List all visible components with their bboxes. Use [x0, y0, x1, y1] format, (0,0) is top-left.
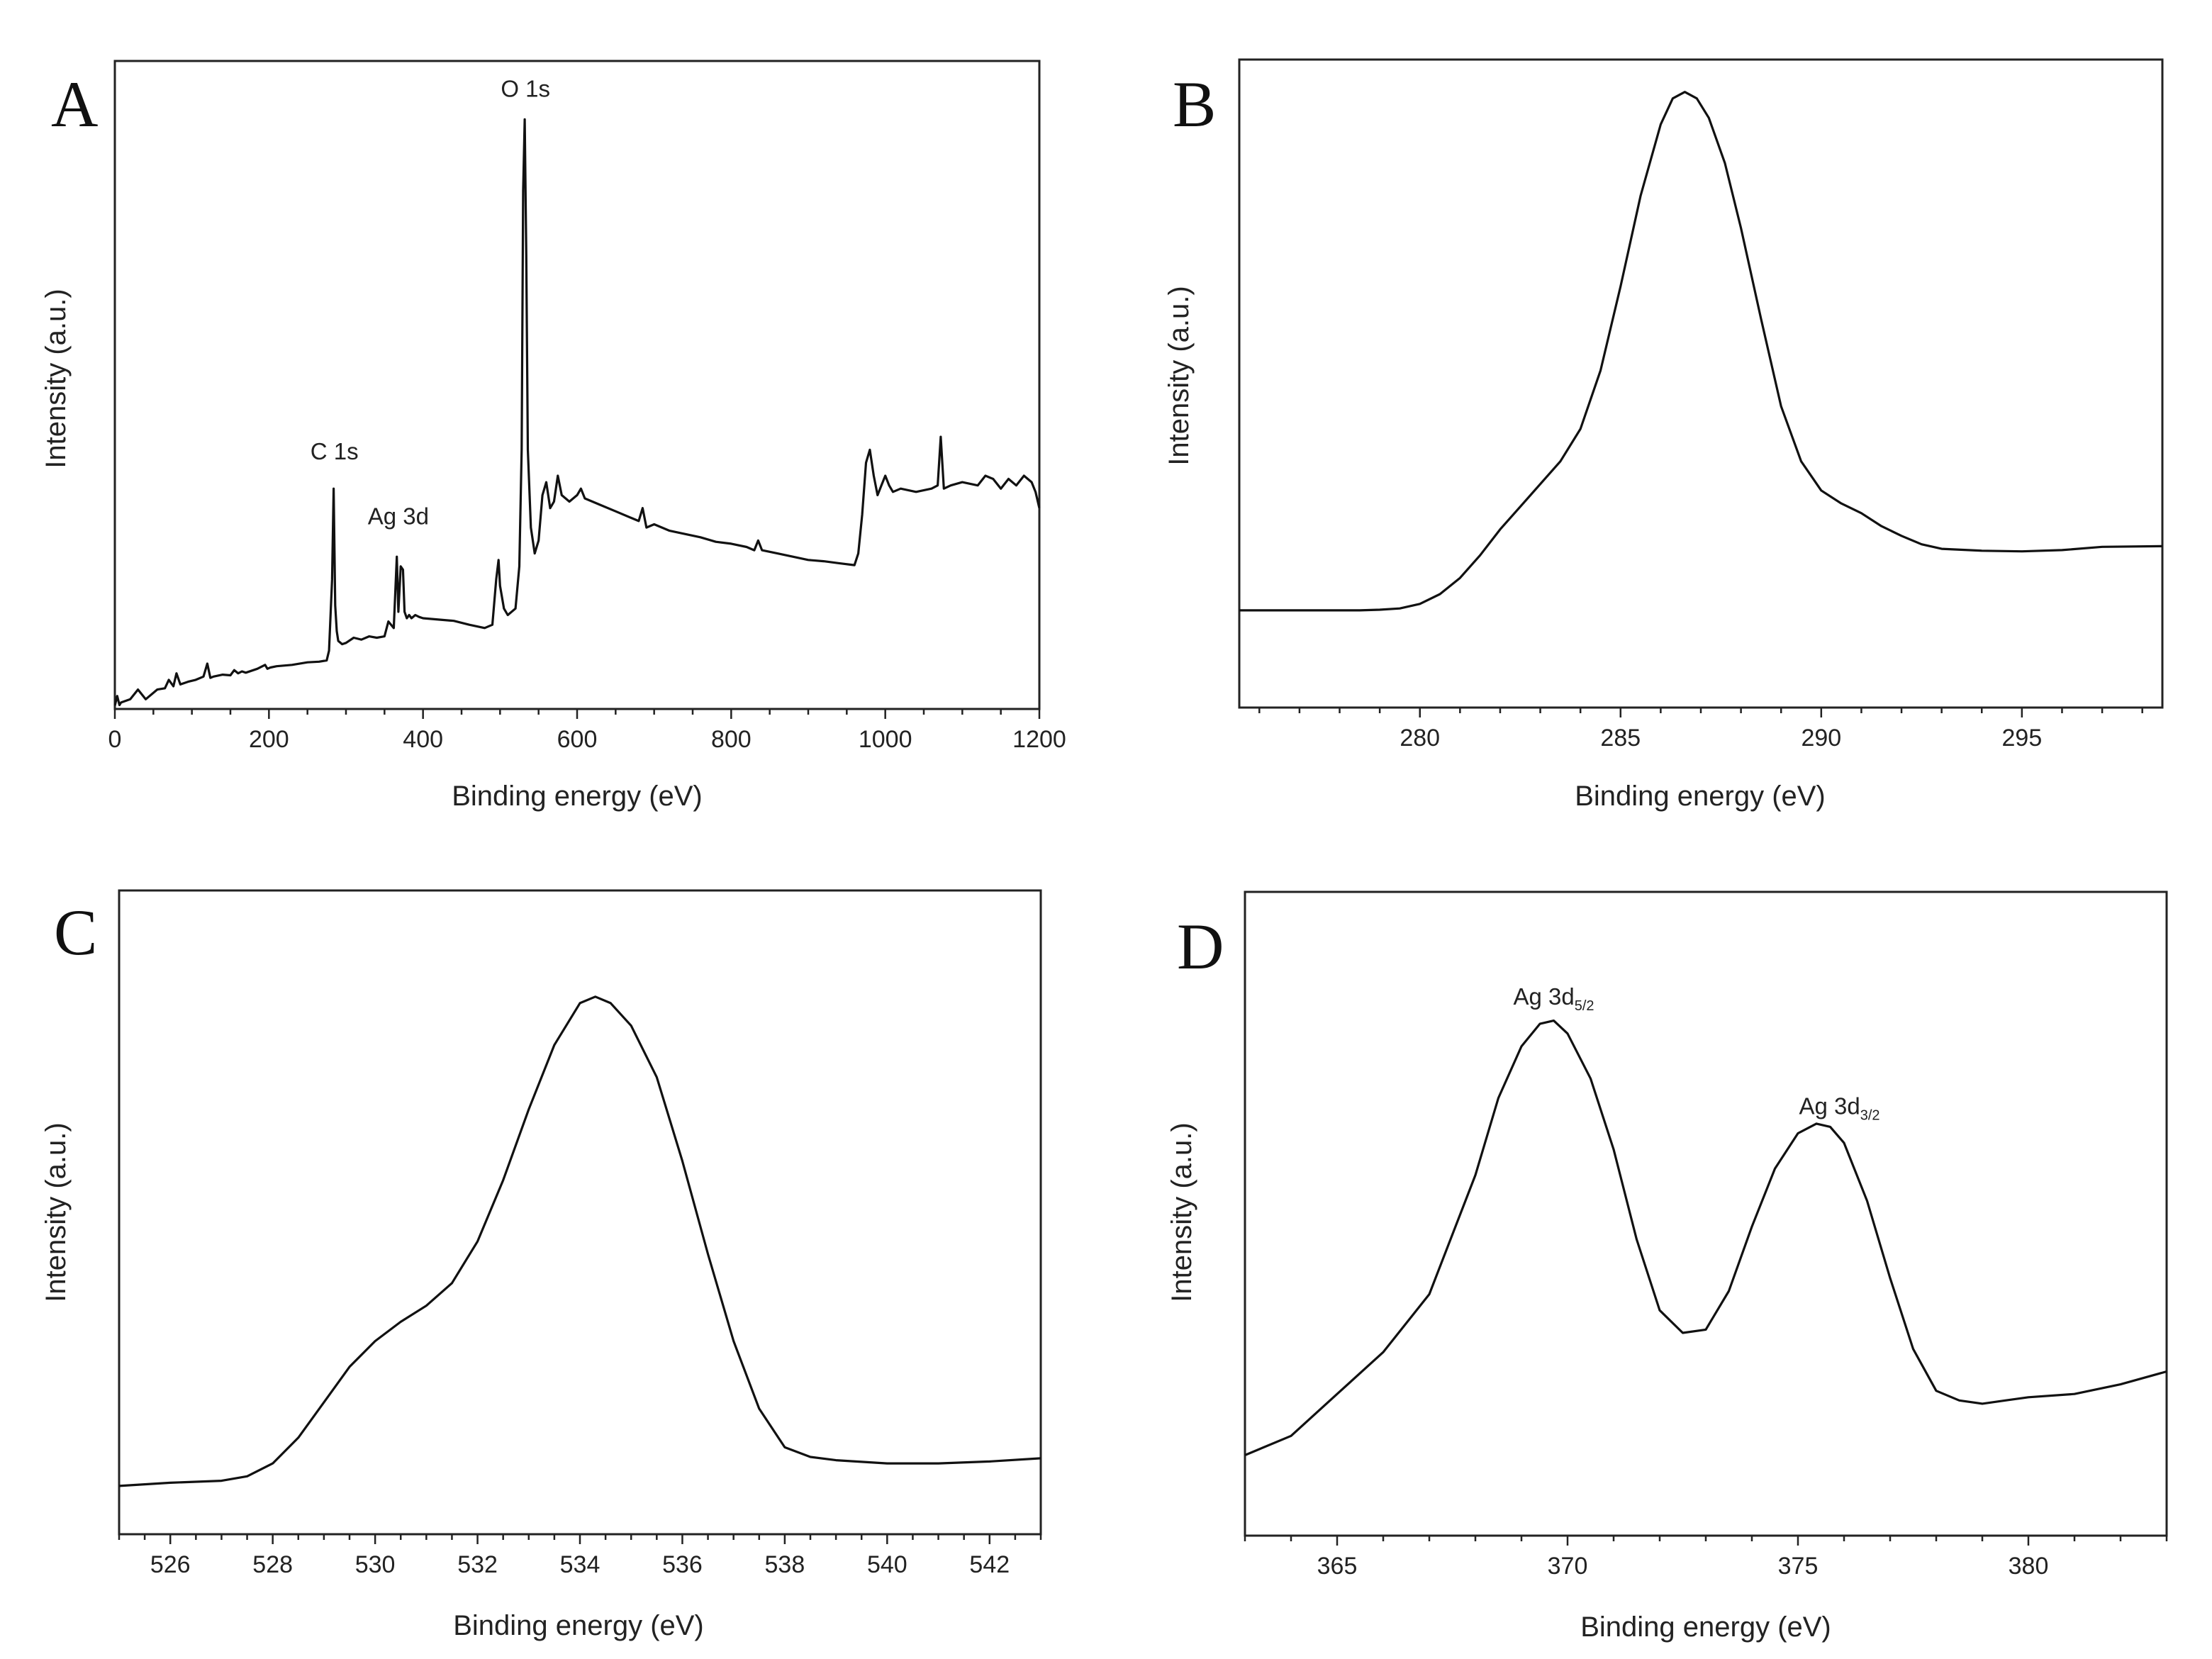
- spectrum-line-a: [113, 118, 1041, 707]
- plot-frame-a: [113, 60, 1041, 710]
- x-tick-label-c: 538: [765, 1551, 805, 1578]
- x-tick-label-a: 800: [711, 726, 752, 753]
- spectrum-line-d: [1244, 1020, 2167, 1456]
- x-tick-label-a: 600: [557, 726, 598, 753]
- plot-frame-d: [1244, 890, 2168, 1537]
- x-tick-label-a: 1200: [1012, 726, 1066, 753]
- peak-label-o1s: O 1s: [501, 75, 550, 101]
- peak-label-ag3d32: Ag 3d3/2: [1799, 1093, 1879, 1123]
- panel-a: A 0 200 400 600 800 1000 1200 Binding energy (…: [40, 60, 1066, 812]
- plot-frame-c: [118, 889, 1042, 1536]
- peak-label-ag3d32-main: Ag 3d: [1799, 1093, 1860, 1119]
- peak-label-c1s: C 1s: [311, 438, 359, 464]
- x-tick-label-c: 526: [150, 1551, 191, 1578]
- x-axis-label-c: Binding energy (eV): [453, 1610, 704, 1641]
- ticks-c: [118, 1534, 1042, 1544]
- ticks-b: [1258, 708, 2143, 717]
- x-tick-label-b: 280: [1400, 725, 1440, 752]
- x-tick-label-b: 295: [2002, 725, 2043, 752]
- x-axis-label-d: Binding energy (eV): [1580, 1611, 1831, 1643]
- tick-labels-c: 526 528 530 532 534 536 538 540 542: [150, 1551, 1010, 1578]
- x-tick-label-d: 380: [2009, 1553, 2049, 1580]
- panel-letter-a: A: [51, 68, 98, 140]
- x-tick-label-d: 375: [1778, 1553, 1819, 1580]
- tick-labels-d: 365 370 375 380: [1317, 1553, 2049, 1580]
- x-tick-label-c: 536: [662, 1551, 703, 1578]
- x-tick-label-c: 528: [252, 1551, 293, 1578]
- x-axis-label-b: Binding energy (eV): [1575, 781, 1826, 812]
- x-tick-label-b: 290: [1801, 725, 1841, 752]
- panel-letter-d: D: [1177, 910, 1224, 983]
- panel-c: C 526 528 530 532 534 536 538 540 542 Binding en…: [40, 889, 1042, 1641]
- x-tick-label-b: 285: [1600, 725, 1641, 752]
- tick-labels-a: 0 200 400 600 800 1000 1200: [108, 726, 1066, 753]
- y-axis-label-a: Intensity (a.u.): [40, 289, 72, 468]
- x-tick-label-a: 200: [249, 726, 289, 753]
- x-tick-label-c: 542: [969, 1551, 1010, 1578]
- panel-d: D 365 370 375 380 Binding energy (eV) Inten…: [1166, 890, 2168, 1643]
- panel-b: B 280 285 290 295 Binding energy (eV) Inten…: [1163, 58, 2164, 812]
- spectrum-line-b: [1239, 91, 2163, 612]
- y-axis-label-b: Intensity (a.u.): [1163, 286, 1195, 465]
- x-tick-label-d: 370: [1548, 1553, 1588, 1580]
- peak-label-ag3d52-sub: 5/2: [1575, 998, 1594, 1014]
- y-axis-label-d: Intensity (a.u.): [1166, 1122, 1197, 1302]
- x-tick-label-a: 400: [403, 726, 443, 753]
- spectrum-line-c: [118, 995, 1041, 1487]
- peak-label-ag3d52-main: Ag 3d: [1513, 983, 1574, 1010]
- ticks-d: [1244, 1536, 2168, 1546]
- tick-labels-b: 280 285 290 295: [1400, 725, 2042, 752]
- peak-label-ag3d32-sub: 3/2: [1860, 1107, 1880, 1123]
- x-tick-label-c: 540: [867, 1551, 907, 1578]
- ticks-a: [113, 709, 1041, 719]
- x-tick-label-c: 534: [560, 1551, 601, 1578]
- x-tick-label-d: 365: [1317, 1553, 1358, 1580]
- x-tick-label-c: 532: [457, 1551, 498, 1578]
- panel-letter-b: B: [1173, 68, 1216, 140]
- x-tick-label-a: 1000: [859, 726, 912, 753]
- x-axis-label-a: Binding energy (eV): [452, 781, 703, 812]
- peak-label-ag3d52: Ag 3d5/2: [1513, 983, 1594, 1014]
- panel-letter-c: C: [54, 896, 97, 968]
- peak-label-ag3d: Ag 3d: [368, 503, 429, 530]
- x-tick-label-a: 0: [108, 726, 122, 753]
- y-axis-label-c: Intensity (a.u.): [40, 1122, 72, 1302]
- x-tick-label-c: 530: [355, 1551, 396, 1578]
